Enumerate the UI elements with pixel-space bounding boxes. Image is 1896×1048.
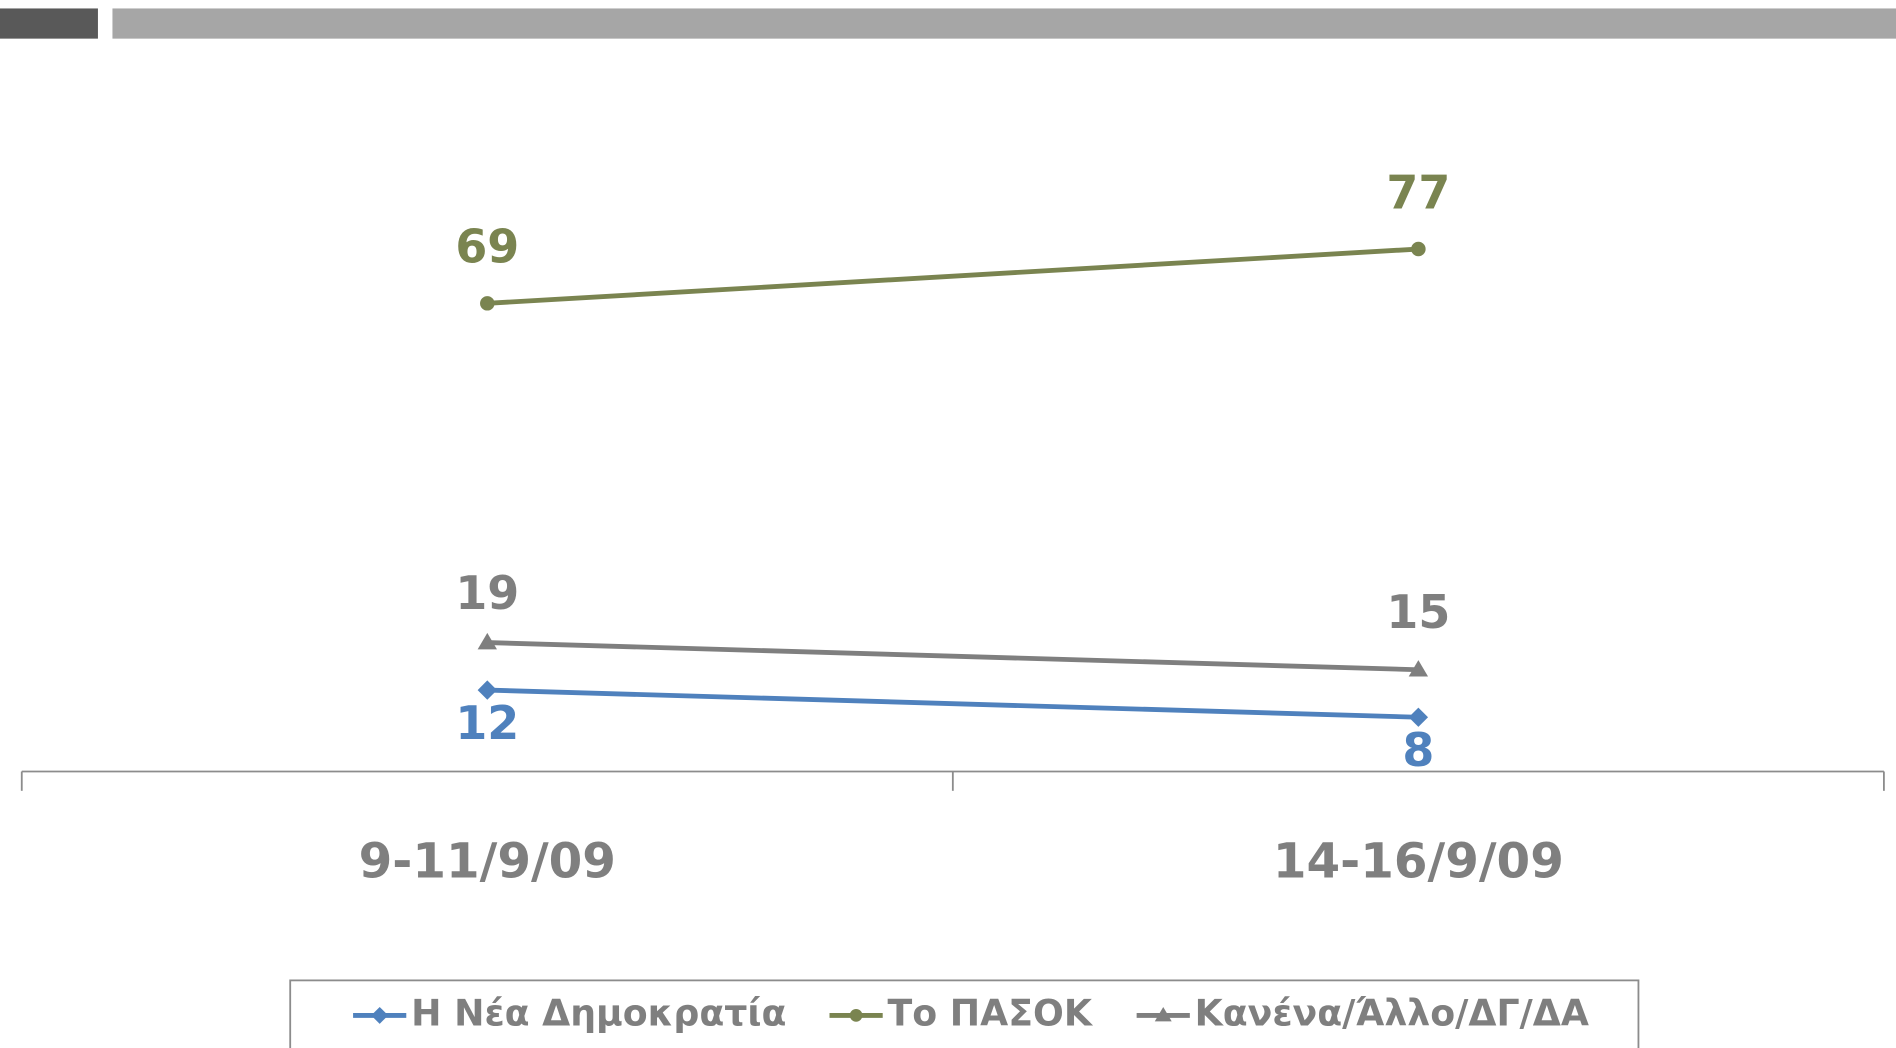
data-label: 69 [455, 220, 519, 274]
x-tick-label: 14-16/9/09 [1273, 834, 1564, 890]
x-tick-label: 9-11/9/09 [359, 834, 616, 890]
data-label: 8 [1402, 723, 1434, 777]
header-bar-dark [0, 8, 98, 39]
data-label: 12 [455, 696, 519, 750]
legend-label: Το ΠΑΣΟΚ [888, 991, 1094, 1034]
legend-marker [849, 1009, 863, 1022]
marker [1411, 241, 1426, 257]
legend-marker [371, 1006, 389, 1024]
marker [477, 632, 497, 650]
marker [480, 296, 495, 311]
marker [1408, 707, 1429, 727]
data-label: 77 [1386, 165, 1450, 219]
header-bar-light [112, 8, 1896, 39]
data-label: 15 [1386, 585, 1450, 639]
marker [1408, 660, 1429, 677]
legend-label: Η Νέα Δημοκρατία [411, 991, 786, 1034]
series-line [487, 246, 1419, 306]
legend-marker [1154, 1006, 1172, 1022]
series-line [487, 687, 1419, 720]
legend-box [289, 979, 1640, 1048]
marker [477, 680, 497, 700]
legend-label: Κανένα/Άλλο/ΔΓ/ΔΑ [1195, 991, 1589, 1034]
series-line [487, 640, 1419, 673]
data-label: 19 [455, 566, 519, 620]
